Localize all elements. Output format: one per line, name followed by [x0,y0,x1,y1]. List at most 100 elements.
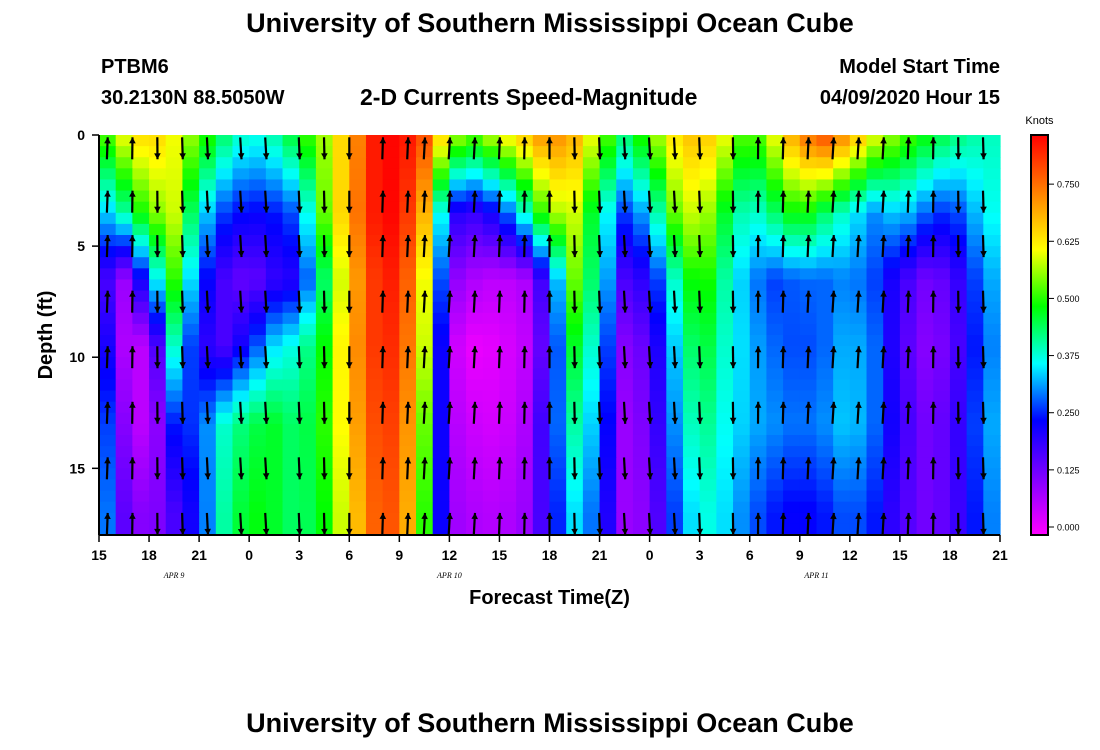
heatmap-cell [165,301,184,314]
y-tick-label: 15 [69,460,85,476]
heatmap-cell [132,223,150,236]
heatmap-cell [332,135,350,147]
heatmap-cell [432,212,450,225]
heatmap-cell [265,368,284,381]
heatmap-cell [599,268,617,281]
vector-arrow-head [905,190,912,197]
heatmap-cell [883,335,901,347]
heatmap-cell [399,479,417,492]
vector-arrow-head [321,206,328,213]
heatmap-cell [799,323,818,336]
heatmap-cell [866,446,884,458]
vector-arrow-head [646,528,654,535]
day-label: APR 10 [436,571,462,580]
heatmap-cell [883,490,901,503]
heatmap-cell [816,246,834,258]
heatmap-cell [282,468,300,481]
heatmap-cell [532,135,551,147]
heatmap-cell [182,523,200,536]
heatmap-cell [165,257,184,269]
heatmap-cell [799,479,818,492]
heatmap-cell [432,279,450,292]
heatmap-cell [482,246,501,258]
heatmap-cell [933,235,951,247]
heatmap-cell [933,335,951,347]
vector-arrow-head [404,137,412,144]
heatmap-cell [249,268,267,281]
vector-arrow-head [379,137,387,144]
heatmap-cell [632,135,651,147]
heatmap-cell [799,379,818,392]
vector-arrow-head [880,457,887,464]
heatmap-cell [582,323,601,336]
vector-arrow-head [521,512,528,519]
heatmap-cell [449,246,467,258]
heatmap-cell [799,257,818,269]
vector-arrow-head [596,362,604,369]
vector-arrow-head [621,250,629,258]
heatmap-cell [716,279,734,292]
heatmap-cell [983,246,1001,258]
heatmap-cell [983,512,1001,525]
heatmap-cell [399,446,417,458]
heatmap-cell [916,268,934,281]
heatmap-cell [99,390,117,403]
heatmap-cell [282,312,300,325]
vector-arrow-head [496,512,503,519]
heatmap-cell [966,212,984,225]
heatmap-cell [499,246,517,258]
heatmap-cell [699,457,717,469]
heatmap-cell [332,290,350,303]
y-axis-label: Depth (ft) [35,291,57,380]
heatmap-cell [566,168,584,181]
vector-arrow-head [830,457,837,464]
heatmap-cell [416,223,434,236]
heatmap-cell [966,479,984,492]
vector-arrow-head [296,306,303,313]
heatmap-cell [232,268,250,281]
heatmap-cell [699,157,717,169]
heatmap-cell [365,146,384,158]
vector-arrow-head [905,137,912,144]
heatmap-cell [599,212,617,225]
heatmap-cell [349,435,367,447]
heatmap-cell [449,212,467,225]
heatmap-cell [99,157,117,169]
heatmap-cell [382,368,400,381]
heatmap-cell [599,490,617,503]
heatmap-cell [299,146,317,158]
heatmap-cell [532,357,551,369]
heatmap-cell [799,501,818,514]
heatmap-cell [215,268,234,281]
heatmap-cell [983,157,1001,169]
vector-arrow-head [571,417,578,424]
heatmap-cell [949,479,968,492]
heatmap-cell [516,501,534,514]
heatmap-cell [766,379,784,392]
heatmap-cell [566,212,584,225]
heatmap-cell [849,257,868,269]
heatmap-cell [199,446,217,458]
heatmap-cell [449,268,467,281]
heatmap-cell [499,168,517,181]
heatmap-cell [733,390,751,403]
heatmap-cell [165,523,184,536]
heatmap-cell [199,379,217,392]
vector-arrow-head [321,417,328,424]
heatmap-cell [966,135,984,147]
heatmap-cell [432,201,450,214]
heatmap-cell [265,246,284,258]
heatmap-cell [315,446,334,458]
vector-arrow-head [646,417,654,424]
heatmap-cell [365,301,384,314]
vector-arrow-head [980,473,987,480]
heatmap-cell [833,312,851,325]
heatmap-cell [682,379,701,392]
vector-arrow-head [129,137,136,144]
heatmap-cell [849,368,868,381]
heatmap-cell [532,279,551,292]
heatmap-cell [599,368,617,381]
heatmap-cell [833,523,851,536]
vector-arrow-head [779,346,787,353]
heatmap-cell [766,168,784,181]
